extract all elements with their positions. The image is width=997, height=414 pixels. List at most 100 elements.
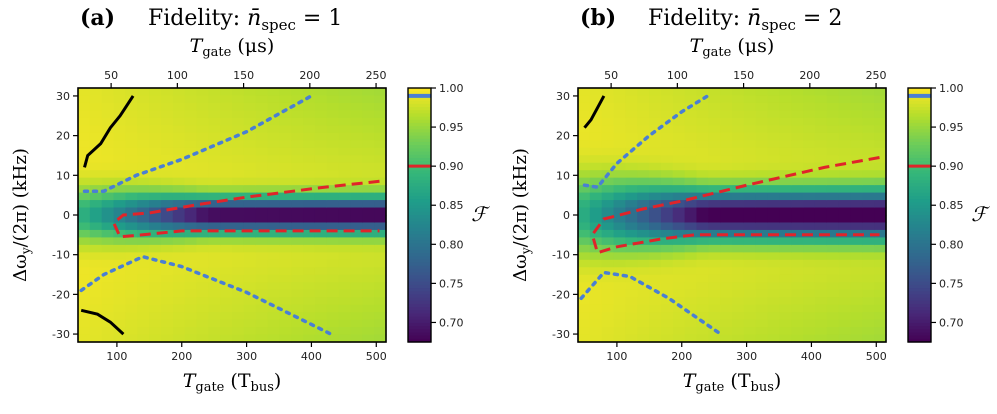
heatmap-cell [101, 267, 115, 276]
title-prefix: Fidelity: [148, 6, 247, 31]
heatmap-cell [338, 207, 352, 216]
heatmap-cell [291, 110, 304, 119]
heatmap-cell [862, 95, 875, 104]
heatmap-cell [767, 200, 780, 209]
heatmap-cell [172, 200, 186, 209]
contour-blue-dotted [579, 270, 723, 336]
heatmap-cell [767, 147, 780, 156]
heatmap-cell [267, 192, 280, 201]
colorbar-step [408, 338, 431, 343]
colorbar-step [408, 195, 431, 200]
heatmap-cell [637, 259, 650, 268]
heatmap-cell [874, 215, 887, 224]
heatmap-cell [696, 110, 709, 119]
heatmap-cell [601, 155, 615, 164]
heatmap-cell [779, 252, 792, 261]
heatmap-cell [613, 185, 626, 194]
heatmap-cell [208, 177, 221, 186]
heatmap-cell [613, 334, 626, 343]
colorbar-step [908, 180, 931, 184]
heatmap-cell [862, 207, 875, 216]
heatmap-cell [101, 200, 115, 209]
heatmap-cell [803, 252, 816, 261]
heatmap-cell [743, 229, 757, 239]
heatmap-cell [874, 259, 887, 268]
heatmap-cell [814, 147, 828, 156]
heatmap-cell [362, 229, 375, 239]
heatmap-cell [267, 267, 280, 276]
heatmap-cell [208, 334, 221, 343]
heatmap-cell [374, 192, 387, 201]
heatmap-cell [589, 215, 603, 224]
heatmap-cell [220, 185, 233, 194]
heatmap-cell [803, 170, 816, 179]
heatmap-cell [838, 200, 852, 209]
heatmap-cell [684, 132, 698, 141]
heatmap-cell [172, 88, 186, 97]
heatmap-cell [613, 252, 626, 261]
heatmap-cell [125, 237, 138, 246]
heatmap-cell [220, 125, 233, 134]
y-tick-label: -30 [52, 328, 70, 341]
x-label-unit-sub: bus [751, 380, 774, 395]
heatmap-cell [791, 132, 804, 141]
heatmap-cell [755, 319, 769, 328]
heatmap-cell [708, 95, 721, 104]
heatmap-cell [374, 200, 387, 209]
heatmap-cell [291, 334, 304, 343]
colorbar-step [908, 208, 931, 213]
heatmap-cell [720, 259, 733, 268]
heatmap-cell [255, 185, 269, 194]
heatmap-cell [172, 229, 186, 239]
colorbar-step [908, 234, 931, 238]
colorbar: 1.000.950.900.850.800.750.70ℱ [907, 82, 990, 343]
heatmap-cell [862, 259, 875, 268]
x-tick-label: 500 [866, 350, 887, 363]
heatmap-cell [232, 155, 245, 164]
heatmap-cell [720, 125, 733, 134]
heatmap-cell [874, 252, 887, 261]
heatmap-cell [684, 185, 698, 194]
heatmap-cell [649, 200, 662, 209]
heatmap-cell [314, 267, 328, 276]
heatmap-cell [326, 117, 340, 126]
heatmap-cell [696, 170, 709, 179]
heatmap-cell [374, 252, 387, 261]
heatmap-cell [684, 259, 698, 268]
heatmap-cell [601, 319, 615, 328]
heatmap-cell [838, 125, 852, 134]
heatmap-cell [720, 88, 733, 97]
heatmap-cell [578, 185, 591, 194]
heatmap-cell [767, 185, 780, 194]
heatmap-cell [613, 289, 626, 298]
heatmap-cell [125, 110, 138, 119]
heatmap-cell [184, 200, 198, 209]
heatmap-cell [78, 155, 91, 164]
heatmap-cell [874, 274, 887, 283]
heatmap-cell [113, 185, 126, 194]
heatmap-cell [184, 88, 198, 97]
heatmap-cell [255, 289, 269, 298]
heatmap-cell [578, 215, 591, 224]
heatmap-cell [720, 215, 733, 224]
heatmap-cell [589, 207, 603, 216]
heatmap-cell [732, 327, 745, 336]
heatmap-cell [314, 334, 328, 343]
heatmap-cell [578, 274, 591, 283]
colorbar-step [408, 265, 431, 270]
heatmap-cell [232, 110, 245, 119]
heatmap-cell [125, 327, 138, 336]
heatmap-cell [625, 215, 638, 224]
heatmap-cell [850, 170, 863, 179]
heatmap-cell [125, 252, 138, 261]
colorbar-step [908, 88, 931, 92]
heatmap-cell [850, 185, 863, 194]
heatmap-cell [743, 110, 757, 119]
heatmap-cell [314, 132, 328, 141]
y-label-tail: /(2π) (kHz) [10, 148, 31, 247]
heatmap-cell [779, 274, 792, 283]
heatmap-cell [243, 185, 257, 194]
heatmap-cell [625, 327, 638, 336]
heatmap-cell [613, 282, 626, 291]
heatmap-cell [743, 125, 757, 134]
